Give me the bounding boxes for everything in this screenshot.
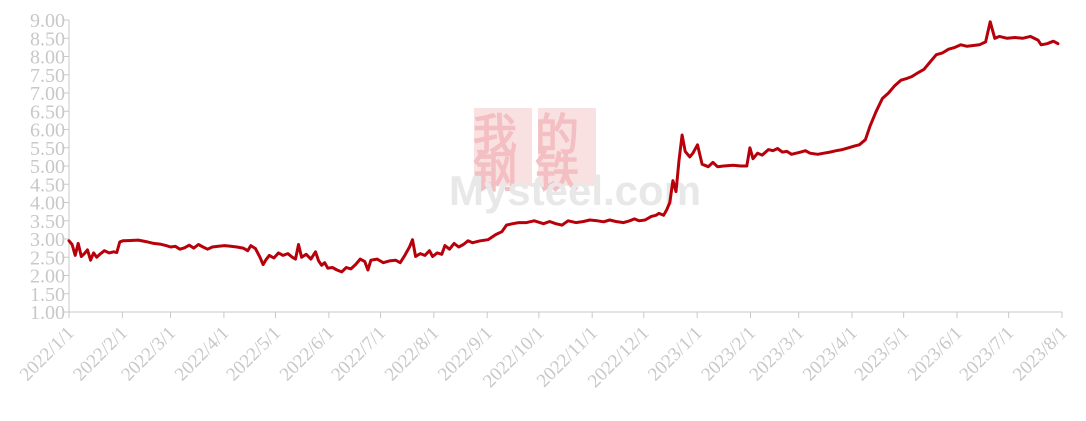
y-tick-label: 3.50 [30, 211, 65, 233]
y-tick-label: 8.00 [30, 47, 65, 69]
watermark-cn-box-1 [474, 108, 532, 158]
y-axis: 1.001.502.002.503.003.504.004.505.005.50… [30, 10, 70, 324]
watermark-cn-top: 我的 [473, 110, 597, 161]
y-tick-label: 1.50 [30, 284, 65, 306]
x-tick-label: 2023/3/1 [746, 323, 809, 386]
x-tick-label: 2022/6/1 [276, 323, 339, 386]
y-tick-label: 7.00 [30, 83, 65, 105]
x-tick-label: 2023/4/1 [799, 323, 862, 386]
x-axis: 2022/1/12022/2/12022/3/12022/4/12022/5/1… [16, 311, 1072, 392]
watermark-cn-bottom: 钢铁 [473, 147, 597, 198]
x-tick-label: 2023/6/1 [904, 323, 967, 386]
x-tick-label: 2022/4/1 [171, 323, 234, 386]
y-tick-label: 4.00 [30, 193, 65, 215]
watermark-en: Mysteel.com [449, 167, 701, 214]
y-tick-label: 4.50 [30, 174, 65, 196]
y-tick-label: 5.00 [30, 156, 65, 178]
x-tick-label: 2022/5/1 [222, 323, 285, 386]
y-tick-label: 6.50 [30, 101, 65, 123]
y-tick-label: 9.00 [30, 10, 65, 32]
series-line [67, 20, 1060, 274]
y-tick-label: 2.00 [30, 266, 65, 288]
mysteel-watermark: 我的 钢铁 Mysteel.com [449, 108, 701, 214]
x-tick-label: 2023/7/1 [956, 323, 1019, 386]
y-tick-label: 6.00 [30, 120, 65, 142]
y-tick-label: 3.00 [30, 229, 65, 251]
y-tick-label: 5.50 [30, 138, 65, 160]
watermark-cn-box-3 [474, 150, 532, 186]
y-tick-label: 2.50 [30, 247, 65, 269]
x-tick-label: 2022/1/1 [16, 323, 79, 386]
watermark-cn-box-2 [538, 108, 596, 158]
y-tick-label: 7.50 [30, 65, 65, 87]
series-layer [67, 20, 1060, 274]
x-tick-label: 2023/8/1 [1009, 323, 1072, 386]
x-tick-label: 2022/3/1 [117, 323, 180, 386]
x-tick-label: 2022/8/1 [381, 323, 444, 386]
x-tick-label: 2023/5/1 [851, 323, 914, 386]
watermark-cn-box-4 [538, 150, 596, 186]
x-tick-label: 2023/1/1 [644, 323, 707, 386]
x-tick-label: 2022/7/1 [327, 323, 390, 386]
y-tick-label: 1.00 [30, 302, 65, 324]
y-tick-label: 8.50 [30, 28, 65, 50]
